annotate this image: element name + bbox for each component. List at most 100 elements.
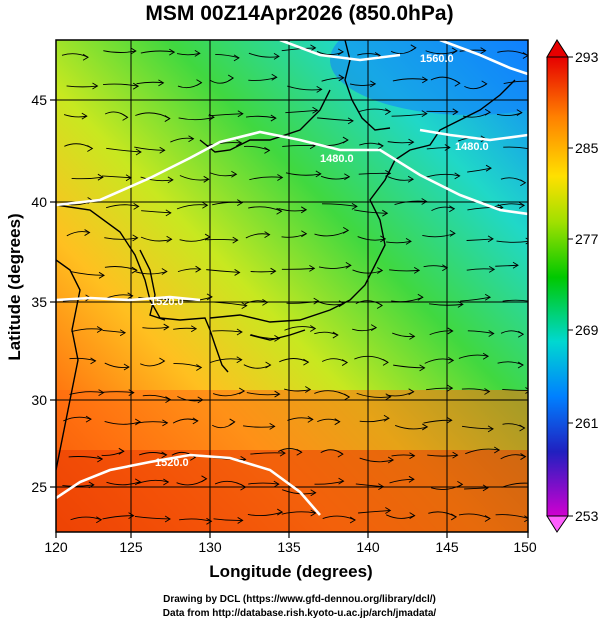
streamline xyxy=(138,452,167,456)
streamline xyxy=(495,264,519,267)
streamline xyxy=(178,116,215,121)
streamline xyxy=(246,392,280,396)
streamline xyxy=(495,514,528,519)
streamline-arrow xyxy=(487,235,494,243)
streamline-arrow xyxy=(525,387,528,394)
streamline-arrow xyxy=(484,108,492,116)
streamline-arrow xyxy=(449,205,456,213)
streamline-arrow xyxy=(196,79,203,87)
streamline-arrow xyxy=(81,112,88,120)
streamline-arrow xyxy=(196,364,203,371)
streamline-arrow xyxy=(158,79,165,87)
colorbar-ramp xyxy=(546,56,569,517)
colorbar-label: 253 xyxy=(575,508,599,524)
streamline xyxy=(322,203,357,207)
streamline xyxy=(494,203,525,208)
streamline-arrow xyxy=(274,390,281,398)
streamline xyxy=(464,487,488,490)
streamline-arrow xyxy=(134,478,142,486)
streamline-arrow xyxy=(316,85,323,93)
streamline xyxy=(102,330,126,334)
streamline-arrow xyxy=(118,447,125,455)
streamline-arrow xyxy=(190,325,198,333)
streamline-arrow xyxy=(407,175,414,183)
streamline xyxy=(140,176,173,182)
streamline-arrow xyxy=(384,108,392,115)
streamline-arrow xyxy=(377,142,384,150)
streamline xyxy=(391,454,415,457)
x-tick-label: 125 xyxy=(119,539,143,555)
credits-data-source: Data from http://database.rish.kyoto-u.a… xyxy=(162,608,437,619)
streamline xyxy=(394,200,427,205)
streamline-arrow xyxy=(413,266,421,274)
streamline xyxy=(395,424,428,430)
streamline xyxy=(105,204,139,209)
streamline-arrow xyxy=(84,229,91,236)
streamline-arrow xyxy=(347,117,354,125)
streamline-arrow xyxy=(310,509,317,517)
y-tick-label: 30 xyxy=(31,392,47,408)
streamline xyxy=(62,484,94,487)
streamline-arrow xyxy=(484,388,491,395)
streamline-arrow xyxy=(166,235,173,243)
streamline-arrow xyxy=(296,448,303,456)
colorbar-bottom-arrow xyxy=(546,515,569,533)
y-axis-title: Latitude (degrees) xyxy=(5,213,24,360)
streamline-arrow xyxy=(337,48,344,56)
streamline xyxy=(281,47,316,52)
chart-title: MSM 00Z14Apr2026 (850.0hPa) xyxy=(145,2,454,25)
streamline-arrow xyxy=(164,115,171,122)
streamline-arrow xyxy=(238,387,246,395)
streamline-arrow xyxy=(131,266,138,274)
streamline xyxy=(140,50,175,54)
streamline-arrow xyxy=(159,146,166,154)
streamline-arrow xyxy=(132,82,140,90)
colorbar-label: 293 xyxy=(575,49,599,65)
streamline-arrow xyxy=(530,78,535,84)
streamline xyxy=(467,167,492,173)
streamline-arrow xyxy=(380,235,387,243)
streamline-arrow xyxy=(159,357,166,365)
streamline-arrow xyxy=(234,269,241,276)
streamline-arrow xyxy=(162,419,169,427)
x-tick-label: 120 xyxy=(44,539,68,555)
streamline-arrow xyxy=(237,110,244,118)
streamline xyxy=(359,457,394,463)
streamline-arrow xyxy=(450,513,458,521)
streamline-arrow xyxy=(341,359,349,366)
streamline xyxy=(248,52,280,58)
streamline xyxy=(389,269,420,272)
streamline xyxy=(215,54,240,59)
streamline xyxy=(314,480,344,485)
streamline xyxy=(173,363,202,368)
colorbar: 293 285 277 269 261 253 xyxy=(546,39,599,533)
streamline xyxy=(134,515,171,520)
streamline-arrow xyxy=(487,425,494,433)
streamline-arrow xyxy=(195,265,202,273)
streamline-arrow xyxy=(532,481,537,487)
streamline-arrow xyxy=(270,267,277,275)
colorbar-label: 285 xyxy=(575,140,599,156)
streamline xyxy=(426,147,450,150)
streamline-arrow xyxy=(233,54,240,62)
streamline xyxy=(425,50,458,55)
streamline xyxy=(248,482,279,485)
streamline xyxy=(69,357,96,362)
streamline-arrow xyxy=(97,455,104,463)
streamline xyxy=(250,452,286,455)
streamline-arrow xyxy=(334,418,341,426)
streamline-arrow xyxy=(202,201,209,209)
streamline xyxy=(179,518,212,522)
streamline-arrow xyxy=(130,47,137,55)
streamline xyxy=(386,240,412,244)
streamline-arrow xyxy=(484,515,491,522)
streamline-arrow xyxy=(236,139,243,147)
streamline xyxy=(322,515,356,521)
streamline-arrow xyxy=(315,170,322,178)
streamline-arrow xyxy=(332,331,339,339)
streamline-arrow xyxy=(342,226,350,234)
streamline xyxy=(141,210,171,214)
streamline-arrow xyxy=(517,330,525,338)
streamline xyxy=(281,267,315,270)
streamline-arrow xyxy=(516,109,523,117)
